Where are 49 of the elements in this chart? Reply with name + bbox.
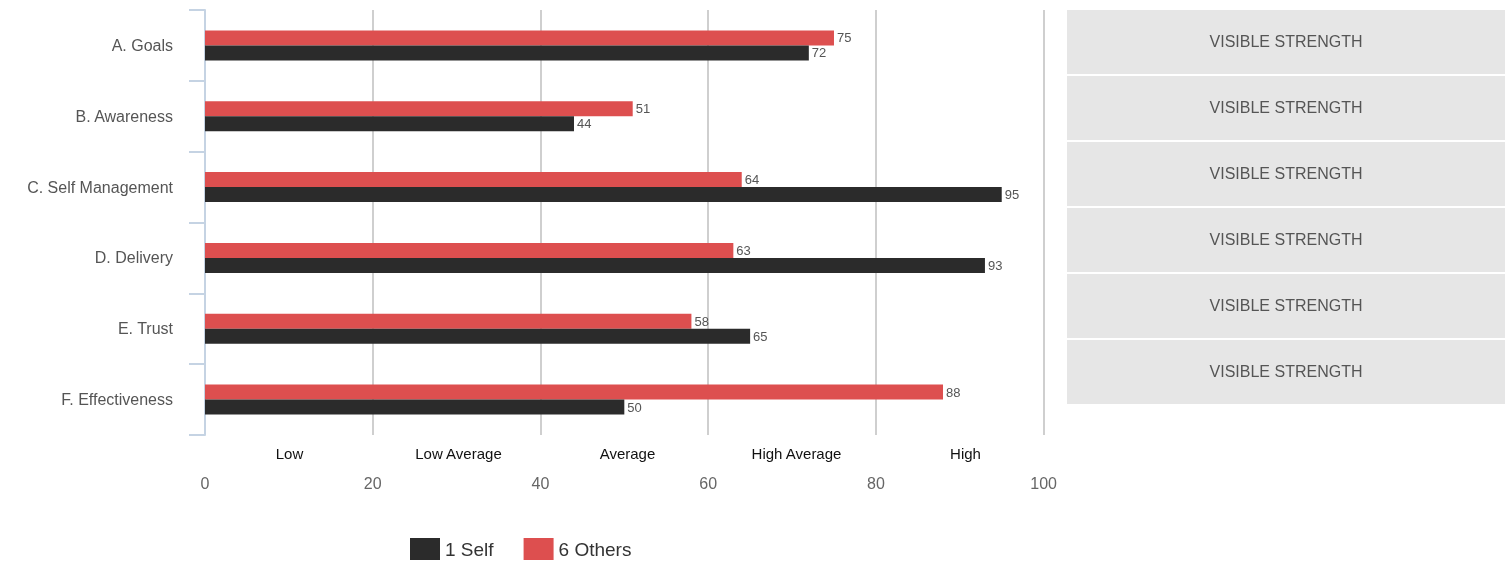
x-tick-label: 20	[363, 474, 382, 492]
text: Low	[275, 444, 304, 462]
bar	[205, 116, 575, 132]
data-label: 50	[627, 399, 642, 415]
x-tick-label: 0	[200, 474, 210, 492]
bar	[205, 187, 1002, 203]
legend-label: 1 Self	[445, 538, 495, 560]
x-tick-label: 60	[699, 474, 718, 492]
data-label: 65	[753, 328, 768, 344]
legend-label: 6 Others	[558, 538, 632, 560]
y-tick-label: B. Awareness	[75, 107, 173, 125]
text: Low Average	[415, 444, 502, 462]
x-tick-label: 40	[531, 474, 550, 492]
data-label: 88	[946, 384, 961, 400]
data-label: 58	[694, 313, 709, 329]
data-label: 75	[836, 30, 852, 46]
bar	[205, 242, 734, 258]
text: VISIBLE STRENGTH	[1067, 208, 1505, 272]
text: VISIBLE STRENGTH	[1067, 76, 1505, 140]
data-label: 63	[736, 242, 751, 258]
y-tick-label: D. Delivery	[94, 249, 173, 267]
y-tick-label: E. Trust	[117, 320, 174, 338]
data-label: 95	[1004, 187, 1020, 203]
bar	[205, 172, 742, 188]
bar	[205, 399, 625, 415]
bar	[205, 313, 692, 329]
text: High	[950, 444, 981, 462]
data-label: 51	[635, 101, 651, 117]
x-tick-label: 100	[1030, 474, 1058, 492]
data-label: 72	[811, 45, 827, 61]
text: VISIBLE STRENGTH	[1067, 340, 1505, 404]
data-label: 93	[987, 257, 1003, 273]
bar	[205, 257, 985, 273]
x-tick-label: 80	[867, 474, 885, 492]
text: VISIBLE STRENGTH	[1067, 274, 1505, 338]
bar	[205, 30, 834, 46]
y-tick-label: F. Effectiveness	[61, 391, 173, 409]
text: VISIBLE STRENGTH	[1067, 10, 1505, 74]
data-label: 64	[744, 172, 760, 188]
y-tick-label: C. Self Management	[27, 178, 174, 196]
y-tick-label: A. Goals	[111, 36, 173, 54]
bar	[205, 45, 809, 61]
text: Average	[599, 444, 656, 462]
bar	[205, 101, 633, 117]
text: VISIBLE STRENGTH	[1067, 142, 1505, 206]
bar	[205, 328, 751, 344]
bar	[205, 384, 944, 400]
text: High Average	[751, 444, 842, 462]
data-label: 44	[577, 116, 592, 132]
